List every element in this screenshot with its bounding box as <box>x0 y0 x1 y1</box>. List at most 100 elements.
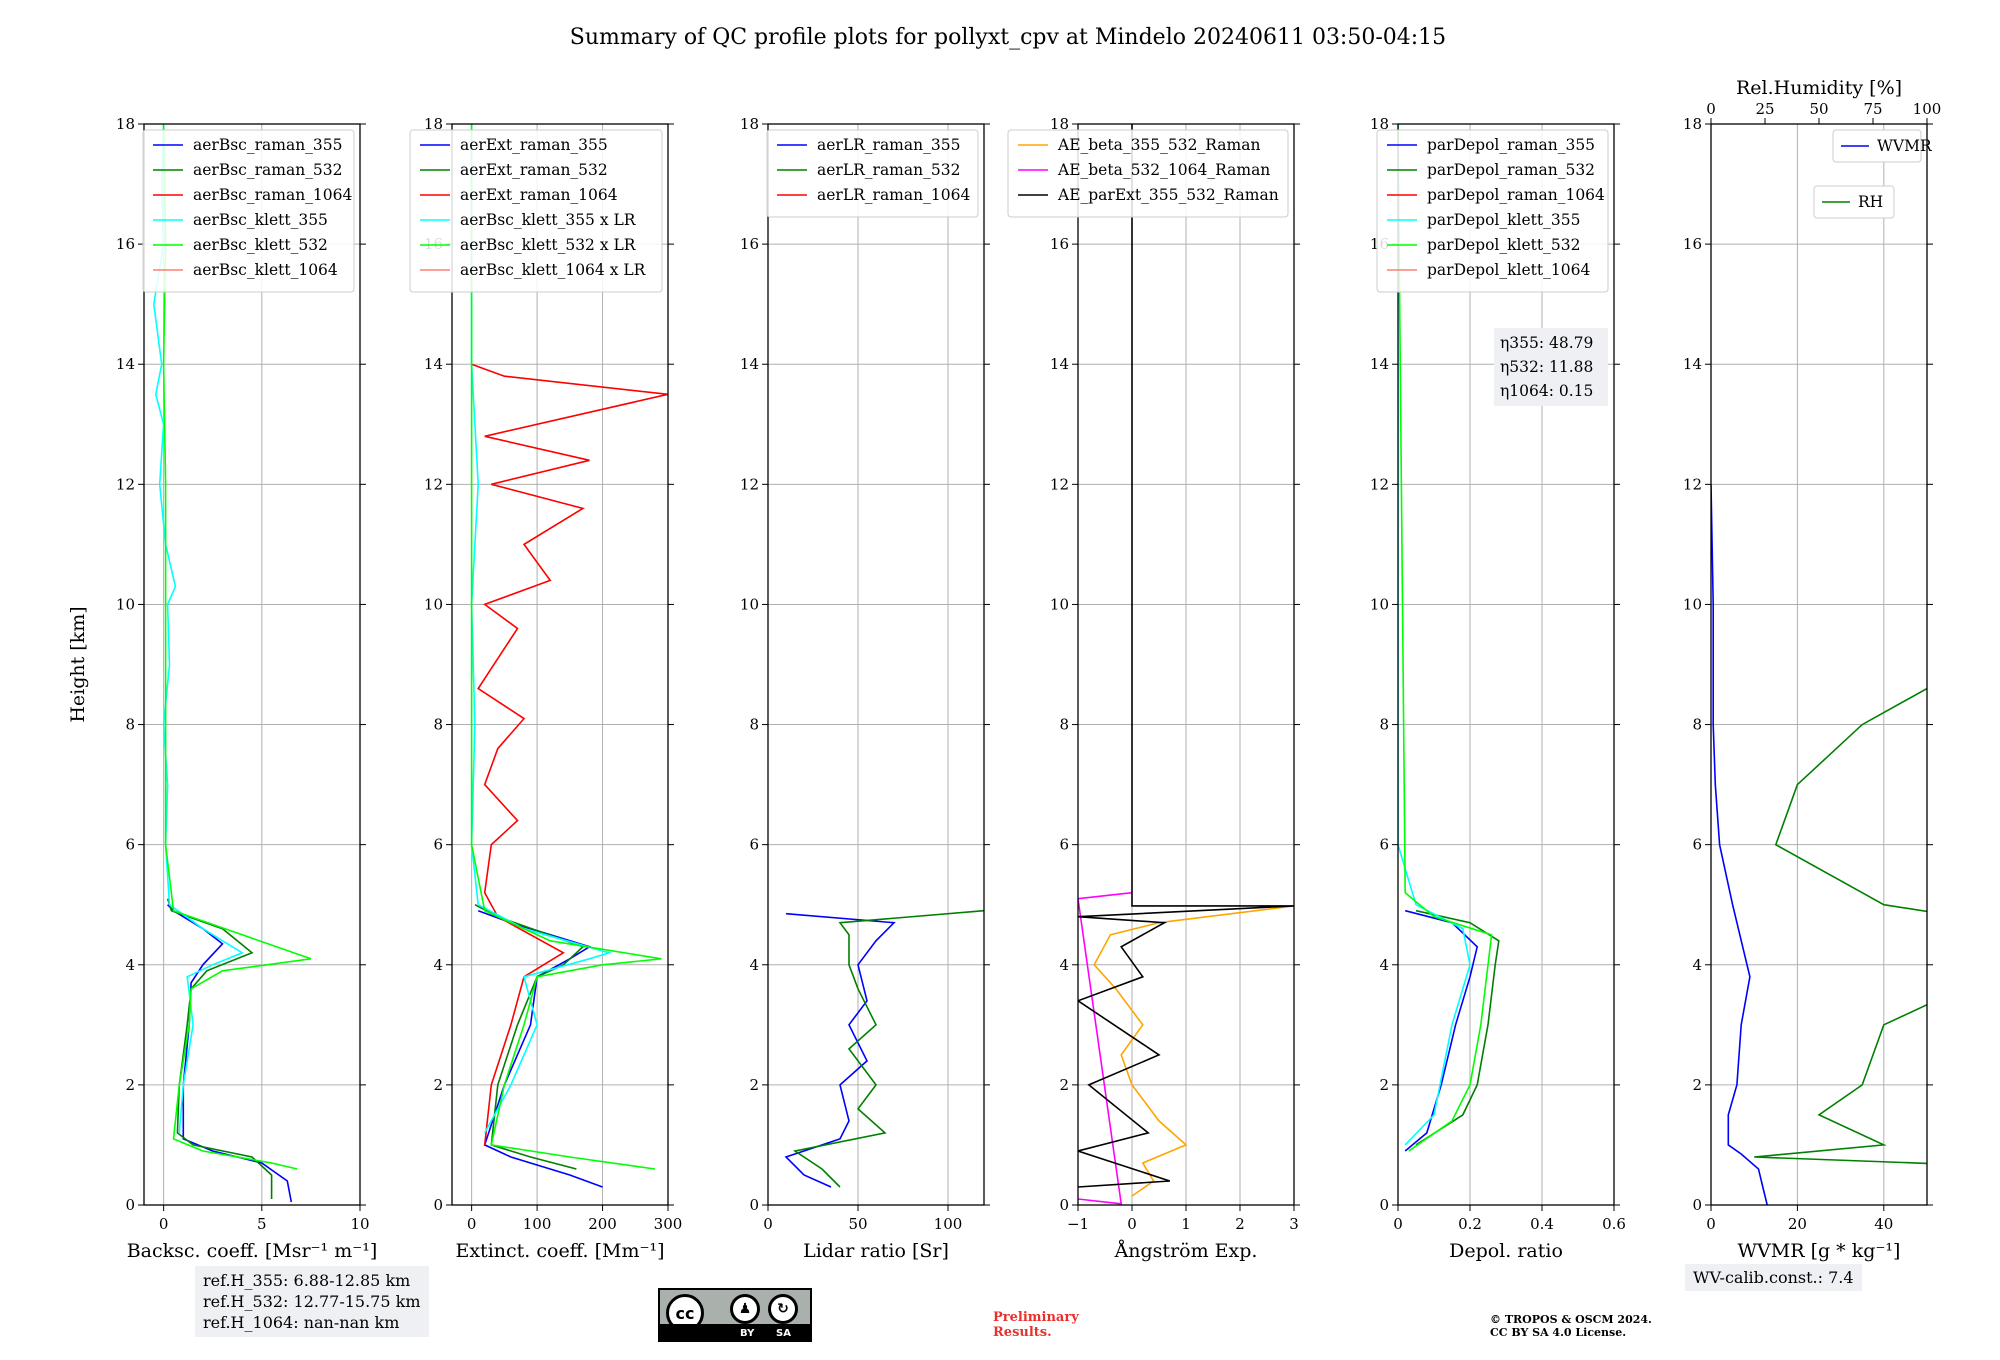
y-tick-label: 14 <box>740 355 759 373</box>
y-tick-label: 0 <box>749 1196 759 1214</box>
y-tick-label: 10 <box>740 595 759 613</box>
copyright-line-1: © TROPOS & OSCM 2024. <box>1490 1313 1652 1326</box>
y-tick-label: 10 <box>116 595 135 613</box>
legend-box <box>1376 129 1609 293</box>
legend-entry: aerBsc_raman_355 <box>193 136 343 154</box>
y-tick-label: 10 <box>1683 595 1702 613</box>
series-line-aerext-raman-532 <box>474 903 585 1170</box>
y-tick-label: 16 <box>1050 235 1069 253</box>
y-tick-label: 2 <box>1379 1076 1389 1094</box>
top-x-axis-label: Rel.Humidity [%] <box>1736 77 1902 99</box>
preliminary-line-2: Results. <box>993 1325 1052 1340</box>
y-tick-label: 14 <box>1050 355 1069 373</box>
y-tick-label: 18 <box>116 115 135 133</box>
legend-box <box>1832 129 1922 163</box>
reference-height-box: ref.H_355: 6.88-12.85 km ref.H_532: 12.7… <box>195 1266 429 1337</box>
y-tick-label: 18 <box>1683 115 1702 133</box>
preliminary-note: Preliminary Results. <box>993 1310 1079 1340</box>
y-tick-label: 16 <box>740 235 759 253</box>
top-x-tick-label: 100 <box>1913 100 1942 118</box>
eta-annotation: η355: 48.79 η532: 11.88 η1064: 0.15 <box>1494 328 1608 406</box>
legend-entry: aerLR_raman_532 <box>817 161 960 179</box>
series-group <box>152 124 312 1203</box>
series-line-aerbsc-raman-355 <box>167 904 293 1203</box>
legend-box <box>1007 129 1289 218</box>
x-tick-label: 100 <box>523 1215 552 1233</box>
legend-entry: parDepol_klett_355 <box>1427 211 1580 229</box>
cc-by-sa-badge: cc ♟ ↻ BY SA <box>658 1288 812 1342</box>
x-axis-label: WVMR [g * kg⁻¹] <box>1738 1240 1901 1262</box>
y-tick-label: 6 <box>1059 836 1069 854</box>
figure-title: Summary of QC profile plots for pollyxt_… <box>570 25 1446 50</box>
y-tick-label: 12 <box>1050 475 1069 493</box>
y-tick-label: 16 <box>1683 235 1702 253</box>
y-tick-label: 18 <box>1050 115 1069 133</box>
attribution-person-icon: ♟ <box>730 1294 760 1324</box>
x-tick-label: 0 <box>1127 1215 1137 1233</box>
series-line-aerlr-raman-532 <box>792 909 984 1188</box>
plot-frame <box>1397 123 1615 1206</box>
series-line-rh <box>1754 687 1927 1165</box>
y-tick-label: 2 <box>125 1076 135 1094</box>
x-axis-label: Extinct. coeff. [Mm⁻¹] <box>455 1240 664 1262</box>
legend-wvmr: WVMR <box>1832 129 1933 163</box>
annotation-line: η1064: 0.15 <box>1500 382 1593 400</box>
y-tick-label: 8 <box>749 716 759 734</box>
ref-height-355: ref.H_355: 6.88-12.85 km <box>203 1271 411 1290</box>
y-tick-label: 0 <box>1059 1196 1069 1214</box>
y-tick-label: 8 <box>1692 716 1702 734</box>
y-tick-label: 10 <box>1050 595 1069 613</box>
series-group <box>1398 124 1500 1152</box>
annotation-line: η532: 11.88 <box>1500 358 1593 376</box>
series-line-ae-parext-355-532-raman <box>1078 124 1294 1188</box>
badge-sa-label: SA <box>776 1328 791 1339</box>
legend-entry: parDepol_klett_532 <box>1427 236 1580 254</box>
x-tick-label: 1 <box>1181 1215 1191 1233</box>
y-axis-label: Height [km] <box>67 606 89 722</box>
series-line-aerext-raman-355 <box>477 909 603 1188</box>
x-tick-label: 200 <box>588 1215 617 1233</box>
x-tick-label: 40 <box>1874 1215 1893 1233</box>
y-tick-label: 4 <box>1379 956 1389 974</box>
x-tick-label: 10 <box>350 1215 369 1233</box>
panel-5: 00.20.40.6024681012141618Depol. ratiopar… <box>1370 115 1626 1262</box>
annotation-box <box>1494 328 1608 406</box>
y-tick-label: 12 <box>740 475 759 493</box>
y-tick-label: 12 <box>1683 475 1702 493</box>
series-line-aerbsc-klett-532 <box>162 124 312 1170</box>
y-tick-label: 6 <box>1692 836 1702 854</box>
y-tick-label: 16 <box>116 235 135 253</box>
y-tick-label: 18 <box>740 115 759 133</box>
y-tick-label: 10 <box>1370 595 1389 613</box>
legend-entry: aerBsc_klett_1064 x LR <box>460 261 647 279</box>
y-tick-label: 4 <box>749 956 759 974</box>
y-tick-label: 0 <box>125 1196 135 1214</box>
x-tick-label: 0 <box>159 1215 169 1233</box>
legend-entry: aerBsc_raman_532 <box>193 161 343 179</box>
annotation-line: η355: 48.79 <box>1500 334 1593 352</box>
legend-entry: AE_parExt_355_532_Raman <box>1057 186 1279 204</box>
series-line-ae-beta-532-1064-raman <box>1078 891 1133 1205</box>
series-line-ae-beta-355-532-raman <box>1093 905 1294 1197</box>
y-tick-label: 4 <box>1692 956 1702 974</box>
copyright-note: © TROPOS & OSCM 2024. CC BY SA 4.0 Licen… <box>1490 1313 1652 1339</box>
legend-box <box>142 129 355 293</box>
panel-3: 0 50 100 0 2 4 6 8 10 12 14 16 18 Lidar ratio [Sr] aer… <box>740 115 990 1262</box>
legend-entry: RH <box>1858 193 1883 211</box>
series-line-aerbsc-klett-355 <box>152 124 244 1133</box>
legend-entry: aerExt_raman_1064 <box>460 186 618 204</box>
y-tick-label: 0 <box>1692 1196 1702 1214</box>
badge-by-label: BY <box>740 1328 755 1339</box>
y-tick-label: 8 <box>125 716 135 734</box>
legend: aerBsc_raman_355 aerBsc_raman_532 aerBsc_r… <box>142 129 355 293</box>
copyright-line-2: CC BY SA 4.0 License. <box>1490 1326 1627 1339</box>
legend: parDepol_raman_355 parDepol_raman_532 parD… <box>1376 129 1609 293</box>
legend: aerLR_raman_355 aerLR_raman_532 aerLR_rama… <box>766 129 979 218</box>
legend-entry: aerLR_raman_1064 <box>817 186 970 204</box>
series-line-wvmr <box>1711 484 1768 1205</box>
legend: AE_beta_355_532_Raman AE_beta_532_1064_Ra… <box>1007 129 1289 218</box>
top-x-tick-label: 50 <box>1809 100 1828 118</box>
